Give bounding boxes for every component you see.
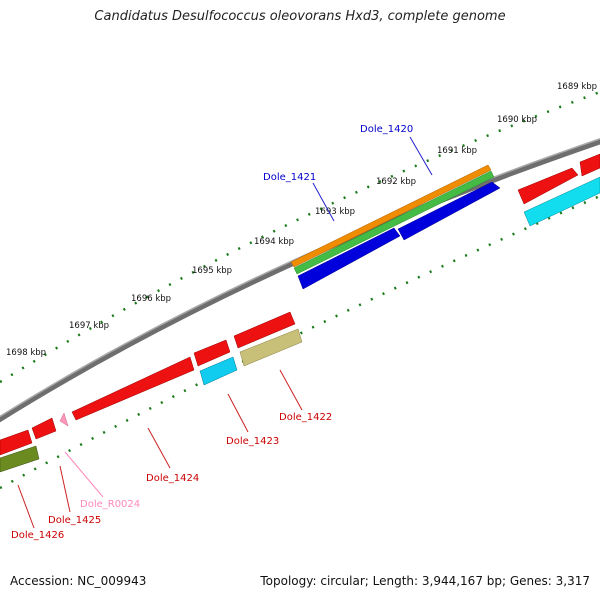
accession-text: Accession: NC_009943 [10,574,147,588]
leader-line-1424 [147,427,171,469]
leader-line-1426 [17,484,35,529]
tick-label: 1693 kbp [315,207,355,217]
gene-bar-orange [290,164,492,268]
gene-bar-red-1426 [0,429,33,456]
gene-label: Dole_1425 [48,515,101,526]
gene-bar-blue-1 [297,227,401,290]
leader-line-1420 [409,136,433,176]
gene-bar-pink-R0024 [59,412,69,427]
forward-features [290,153,600,290]
tick-label: 1697 kbp [69,321,109,331]
leader-lines [17,136,433,529]
gene-bar-red-1423 [193,339,231,367]
tick-label: 1691 kbp [437,146,477,156]
leader-line-1421 [312,182,335,222]
gene-bar-red-1422 [233,311,296,349]
gene-label: Dole_1421 [263,172,316,183]
gene-label: Dole_1426 [11,530,64,541]
gene-labels: Dole_1420 Dole_1421 Dole_1422 Dole_1423 … [11,124,413,541]
gene-bar-red-right-2 [579,153,600,177]
tick-labels: 1689 kbp 1690 kbp 1691 kbp 1692 kbp 1693… [6,82,597,358]
gene-bar-cyan-1423 [199,356,238,386]
reverse-features [0,311,303,473]
gene-bar-blue-2 [397,181,501,241]
gene-bar-green [293,170,495,275]
tick-label: 1692 kbp [376,177,416,187]
gene-label: Dole_R0024 [80,499,140,510]
gene-bar-olive-1426 [0,445,40,473]
gene-bar-red-1424 [71,356,195,421]
inner-tick-track [0,194,600,490]
leader-line-1425 [59,465,71,513]
gene-label: Dole_1422 [279,412,332,423]
genome-backbone [0,138,600,423]
map-title: Candidatus Desulfococcus oleovorans Hxd3… [94,9,506,24]
gene-bar-red-1425 [31,417,57,440]
outer-tick-track [0,90,600,384]
tick-label: 1689 kbp [557,82,597,92]
tick-label: 1690 kbp [497,115,537,125]
leader-line-1423 [227,393,249,433]
gene-label: Dole_1420 [360,124,413,135]
topology-text: Topology: circular; Length: 3,944,167 bp… [260,574,590,588]
leader-line-1422 [279,369,303,411]
leader-line-R0024 [64,451,104,498]
gene-bar-cyan-right [523,176,600,227]
tick-label: 1698 kbp [6,348,46,358]
gene-bar-red-right [517,167,579,205]
tick-label: 1694 kbp [254,237,294,247]
gene-bar-olive-1422 [239,328,303,367]
tick-label: 1695 kbp [192,266,232,276]
tick-label: 1696 kbp [131,294,171,304]
gene-label: Dole_1423 [226,436,279,447]
gene-label: Dole_1424 [146,473,199,484]
